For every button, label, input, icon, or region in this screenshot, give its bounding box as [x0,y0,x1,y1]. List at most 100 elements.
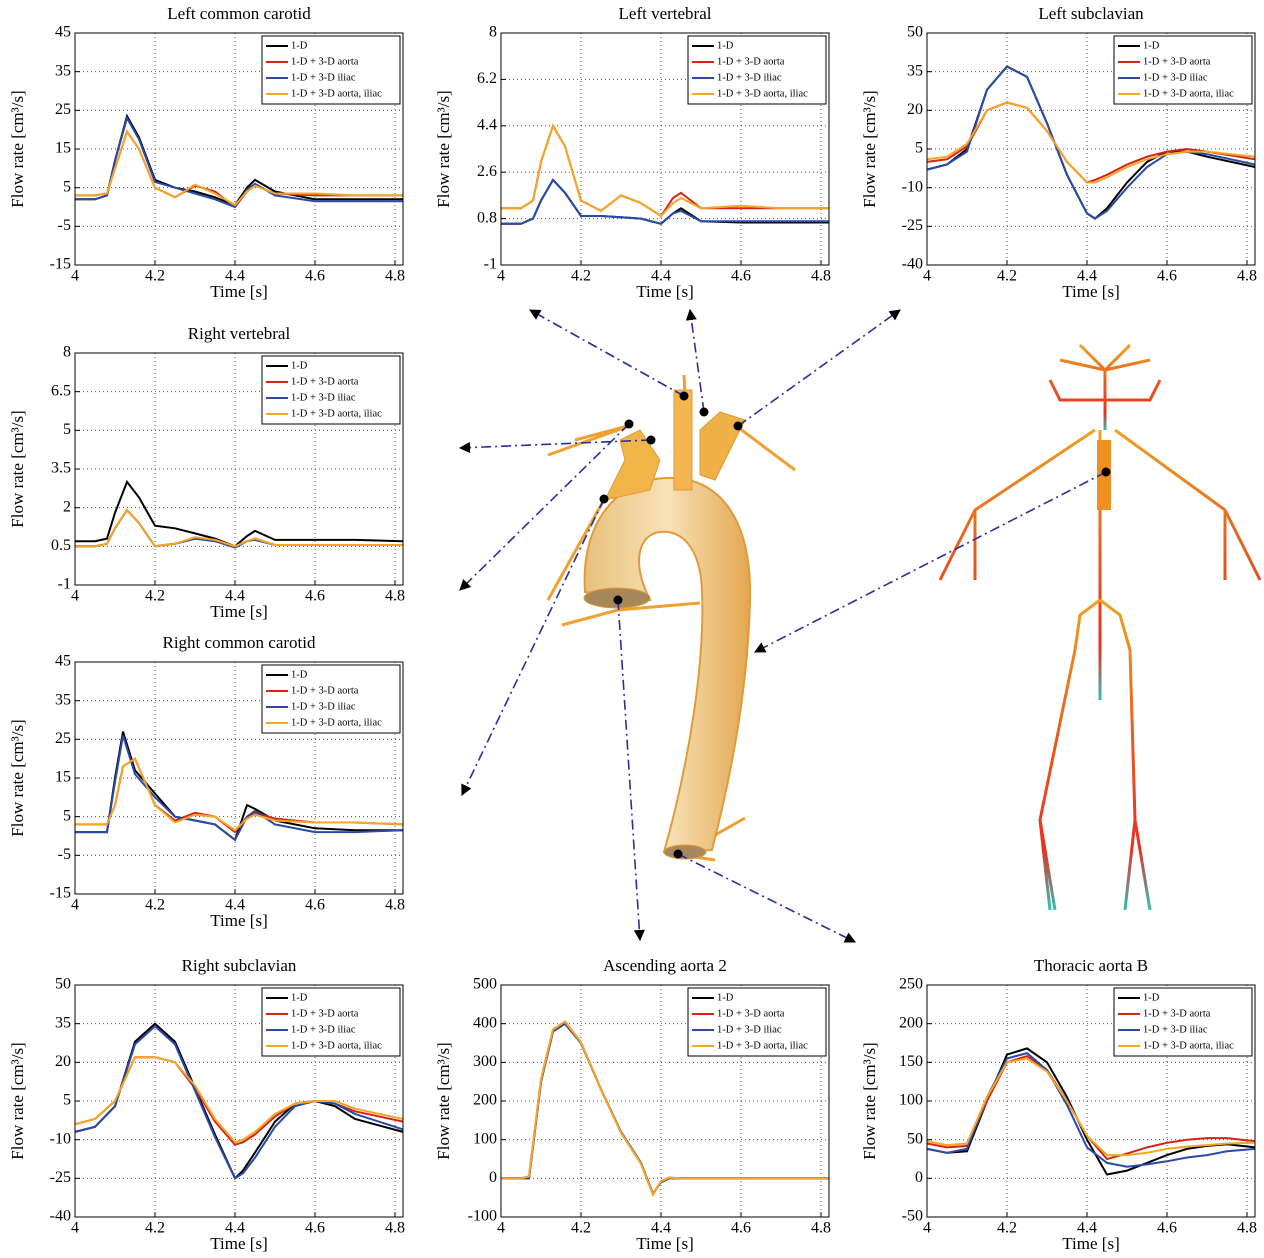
legend-label: 1-D + 3-D aorta, iliac [291,88,382,99]
x-tick-label: 4.8 [385,897,405,914]
x-tick-label: 4.4 [225,588,245,605]
y-tick-label: 45 [55,653,71,670]
chart-title: Right subclavian [182,956,297,975]
y-tick-label: 0.5 [51,537,71,554]
aorta-diagram [546,374,796,862]
chart-title: Ascending aorta 2 [603,956,727,975]
chart: 4 4.2 4.4 4.6 4.8 -15 -5 5 15 25 35 45 Right common … [8,633,405,930]
y-tick-label: 15 [55,769,71,786]
y-tick-label: 50 [55,976,71,993]
legend-label: 1-D + 3-D aorta, iliac [1143,1040,1234,1051]
x-tick-label: 4.2 [145,268,165,285]
y-axis-label: Flow rate [cm³/s] [8,90,27,207]
x-tick-label: 4.4 [1077,1220,1097,1237]
legend-label: 1-D + 3-D iliac [1143,72,1208,83]
x-tick-label: 4.6 [731,268,751,285]
chart-title: Right common carotid [163,633,316,652]
y-tick-label: 0 [915,1169,923,1186]
legend-label: 1-D + 3-D aorta, iliac [717,88,808,99]
legend-label: 1-D + 3-D aorta [291,376,359,387]
x-tick-label: 4 [71,897,79,914]
x-tick-label: 4.6 [1157,268,1177,285]
legend-label: 1-D [291,40,308,51]
y-tick-label: 4.4 [477,116,497,133]
y-tick-label: -10 [902,178,923,195]
x-tick-label: 4.2 [145,588,165,605]
data-line [501,178,829,225]
legend-label: 1-D + 3-D aorta [717,56,785,67]
x-tick-label: 4.8 [385,1220,405,1237]
x-tick-label: 4.4 [651,1220,671,1237]
legend-label: 1-D [291,360,308,371]
data-line [501,123,829,218]
x-tick-label: 4.4 [225,897,245,914]
legend-label: 1-D [291,669,308,680]
y-tick-label: 8 [489,24,497,41]
x-tick-label: 4.8 [1237,1220,1257,1237]
x-tick-label: 4.6 [1157,1220,1177,1237]
y-tick-label: 200 [899,1014,923,1031]
data-line [926,101,1256,184]
y-tick-label: 400 [473,1014,497,1031]
y-tick-label: 2 [63,498,71,515]
y-tick-label: -5 [58,846,71,863]
arrows [458,308,1111,943]
legend-label: 1-D + 3-D iliac [291,72,356,83]
legend-box [261,355,401,425]
y-tick-label: -10 [50,1130,71,1147]
chart-title: Left subclavian [1038,4,1144,23]
legend-label: 1-D [717,992,734,1003]
plot-frame [926,32,1256,266]
y-tick-label: 35 [55,62,71,79]
y-tick-label: -100 [468,1208,497,1225]
data-line [74,1056,404,1144]
x-tick-label: 4.4 [225,1220,245,1237]
y-tick-label: -5 [58,217,71,234]
chart: 4 4.2 4.4 4.6 4.8 -40 -25 -10 5 20 35 50 Left subcla… [860,4,1257,301]
x-tick-label: 4.2 [571,1220,591,1237]
y-tick-label: 50 [907,1130,923,1147]
x-tick-label: 4.6 [305,897,325,914]
x-tick-label: 4.8 [1237,268,1257,285]
legend-label: 1-D + 3-D aorta [1143,56,1211,67]
plot-frame [74,352,404,586]
y-axis-label: Flow rate [cm³/s] [434,90,453,207]
y-tick-label: 0 [489,1169,497,1186]
data-line [75,129,403,207]
y-tick-label: 100 [473,1130,497,1147]
y-axis-label: Flow rate [cm³/s] [860,1042,879,1159]
x-tick-label: 4.2 [997,1220,1017,1237]
x-tick-label: 4.2 [997,268,1017,285]
y-tick-label: -25 [902,217,923,234]
x-tick-label: 4.2 [571,268,591,285]
x-tick-label: 4 [497,1220,505,1237]
legend-label: 1-D [717,40,734,51]
y-tick-label: 20 [55,1053,71,1070]
y-tick-label: -25 [50,1169,71,1186]
y-tick-label: 5 [63,421,71,438]
x-tick-label: 4 [71,1220,79,1237]
legend-label: 1-D [291,992,308,1003]
y-tick-label: 5 [63,807,71,824]
legend-box [261,664,401,734]
y-axis-label: Flow rate [cm³/s] [8,719,27,836]
legend-label: 1-D + 3-D iliac [291,392,356,403]
y-tick-label: 5 [63,1092,71,1109]
legend-box [1113,987,1253,1057]
legend-label: 1-D + 3-D iliac [291,1024,356,1035]
y-tick-label: 0.8 [477,209,497,226]
y-tick-label: 35 [907,62,923,79]
legend-label: 1-D + 3-D aorta [291,685,359,696]
chart: 4 4.2 4.4 4.6 4.8 -40 -25 -10 5 20 35 50 Right subcl… [8,956,405,1253]
legend-label: 1-D + 3-D aorta, iliac [291,717,382,728]
legend-label: 1-D + 3-D iliac [1143,1024,1208,1035]
legend-label: 1-D + 3-D aorta, iliac [291,1040,382,1051]
y-tick-label: 500 [473,976,497,993]
x-tick-label: 4 [71,588,79,605]
x-tick-label: 4.2 [145,1220,165,1237]
y-tick-label: 35 [55,1014,71,1031]
y-tick-label: 5 [63,178,71,195]
x-tick-label: 4.6 [305,1220,325,1237]
y-axis-label: Flow rate [cm³/s] [434,1042,453,1159]
y-tick-label: -40 [902,256,923,273]
